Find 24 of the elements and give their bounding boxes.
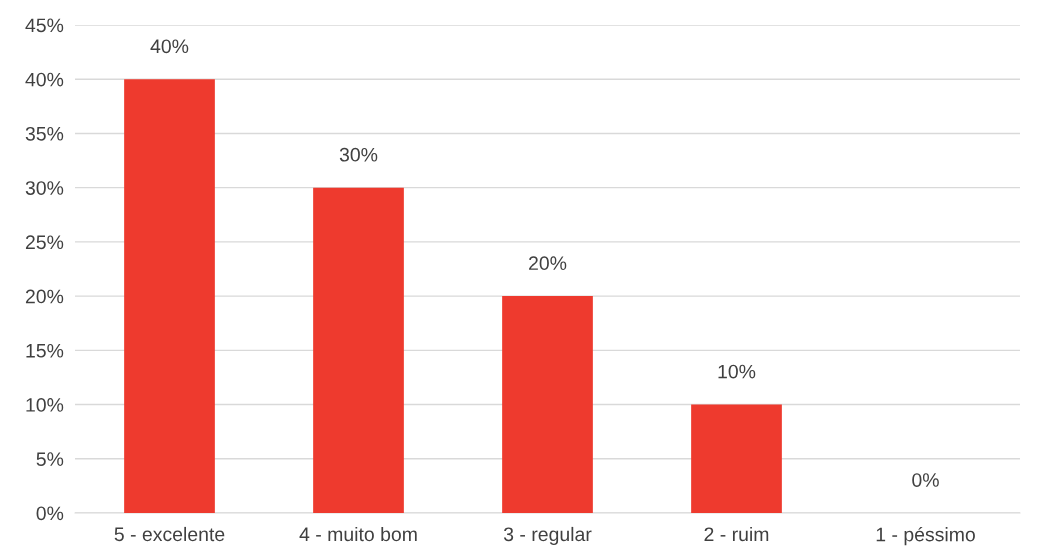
y-tick-label: 10% [26,398,64,412]
y-tick-label: 25% [25,235,64,250]
y-tick-label: 0% [36,506,64,521]
x-tick-label: 4 - muito bom [299,526,417,542]
y-tick-label: 35% [25,126,64,141]
data-label: 30% [339,147,378,162]
y-tick-label: 15% [26,343,64,358]
data-label: 20% [529,256,567,271]
x-tick-label: 2 - ruim [704,526,769,542]
x-tick-label: 3 - regular [503,526,592,546]
data-label: 10% [718,364,756,379]
y-tick-label: 20% [25,289,64,304]
y-tick-label: 45% [25,18,64,33]
bar [124,79,215,513]
bar [313,187,404,513]
data-label: 40% [150,39,189,54]
data-label: 0% [912,473,939,487]
bar [691,404,782,513]
x-tick-label: 5 - excelente [114,526,225,542]
y-tick-label: 30% [25,181,64,195]
x-tick-label: 1 - péssimo [876,526,975,546]
bar [502,296,593,513]
y-tick-label: 40% [25,72,64,87]
y-tick-label: 5% [36,452,64,467]
